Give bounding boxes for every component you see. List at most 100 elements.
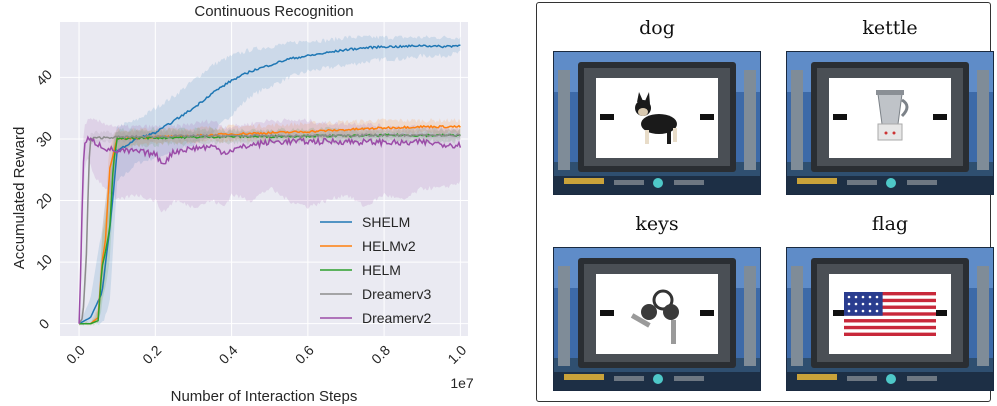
screen-mark-right (933, 310, 947, 316)
flag-star (868, 302, 872, 306)
y-axis-label: Accumulated Reward (11, 127, 28, 270)
legend-entry: HELMv2 (362, 238, 416, 254)
x-tick-label: 1.0 (444, 342, 469, 367)
hud-indicator (653, 374, 663, 384)
flag-stripe (844, 298, 936, 303)
legend-entry: Dreamerv2 (362, 310, 431, 326)
y-tick-label: 30 (33, 128, 55, 150)
x-tick-label: 0.8 (368, 342, 393, 367)
scene-pillar (791, 266, 803, 366)
x-tick-label: 0.4 (216, 342, 241, 367)
y-tick-label: 10 (33, 251, 55, 273)
example-label: flag (871, 213, 909, 235)
flag-stripe (844, 312, 936, 316)
flag-star (868, 309, 872, 313)
band-shelm (79, 35, 461, 327)
screen-mark-left (833, 310, 847, 316)
x-tick-label: 0.0 (63, 342, 88, 367)
hud-bar-2 (614, 180, 644, 185)
key-blade (630, 313, 651, 328)
scene-pillar (558, 70, 570, 170)
kettle-button (892, 131, 896, 135)
flag-star (847, 309, 851, 313)
reward-chart: 0.0 0.2 0.4 0.6 0.8 1.0 0 10 20 30 40 1e7 Continuous… (11, 3, 474, 405)
flag-star (875, 309, 879, 313)
flag-star (861, 309, 865, 313)
y-tick-label: 20 (33, 189, 55, 211)
key-ring (652, 289, 674, 311)
flag-star (854, 309, 858, 313)
x-offset-label: 1e7 (450, 375, 474, 391)
screen-mark-right (933, 114, 947, 120)
y-tick-label: 0 (36, 315, 53, 332)
dog-leg (673, 128, 677, 142)
dog-leg (645, 130, 649, 144)
hud-bar (564, 374, 604, 380)
line-dreamerv3 (78, 133, 461, 325)
example-image-kettle (786, 51, 994, 195)
hud-bar-3 (907, 376, 937, 381)
hud-indicator (653, 178, 663, 188)
example-label: keys (635, 213, 679, 235)
kettle-handle (900, 98, 909, 118)
flag-stripe (844, 332, 936, 336)
chart-title: Continuous Recognition (194, 3, 353, 20)
flag-stripe (844, 292, 936, 296)
dog-ear (637, 92, 643, 102)
hud-bar (564, 178, 604, 184)
scene-pillar (744, 266, 756, 366)
example-label: kettle (862, 17, 918, 39)
dog-body (641, 114, 677, 134)
hud-bar-2 (847, 180, 877, 185)
example-label: dog (639, 17, 675, 39)
screen-display (596, 274, 718, 354)
legend-entry: SHELM (362, 214, 410, 230)
hud-bar-2 (847, 376, 877, 381)
dog-muzzle (638, 108, 648, 116)
hud-bar (797, 374, 837, 380)
flag-star (861, 295, 865, 299)
key-head (663, 304, 679, 320)
flag-star (847, 302, 851, 306)
x-axis-label: Number of Interaction Steps (171, 388, 358, 405)
screen-mark-left (833, 114, 847, 120)
screen-mark-left (600, 114, 614, 120)
plot-area (60, 22, 468, 336)
flag-star (861, 302, 865, 306)
flag-star (854, 302, 858, 306)
dog-ear (645, 92, 650, 104)
hud-bar-3 (907, 180, 937, 185)
legend-entry: HELM (362, 262, 401, 278)
line-dreamerv2 (78, 135, 462, 324)
legend-entry: Dreamerv3 (362, 286, 431, 302)
hud-bar-2 (614, 376, 644, 381)
examples-panel: dog kettle keys flag (536, 2, 994, 402)
dog-leg (667, 130, 671, 144)
kettle-button (884, 131, 888, 135)
screen-mark-right (700, 310, 714, 316)
flag-stripe (844, 325, 936, 330)
example-image-dog (553, 51, 761, 195)
screen-mark-left (600, 310, 614, 316)
band-dreamerv2 (79, 118, 461, 325)
scene-pillar (977, 266, 989, 366)
hud-bar-3 (674, 376, 704, 381)
hud-indicator (886, 178, 896, 188)
key-blade (671, 320, 676, 344)
flag-stripe (844, 319, 936, 323)
example-image-flag (786, 247, 994, 391)
flag-star (868, 295, 872, 299)
flag-star (854, 295, 858, 299)
kettle-lid (876, 90, 904, 95)
hud-bar-3 (674, 180, 704, 185)
scene-pillar (977, 70, 989, 170)
scene-pillar (744, 70, 756, 170)
kettle-jar (877, 93, 903, 125)
x-tick-label: 0.6 (292, 342, 317, 367)
flag-star (847, 295, 851, 299)
scene-pillar (558, 266, 570, 366)
x-tick-label: 0.2 (139, 342, 164, 367)
hud-bar (797, 178, 837, 184)
flag-star (875, 302, 879, 306)
key-head (641, 304, 657, 320)
